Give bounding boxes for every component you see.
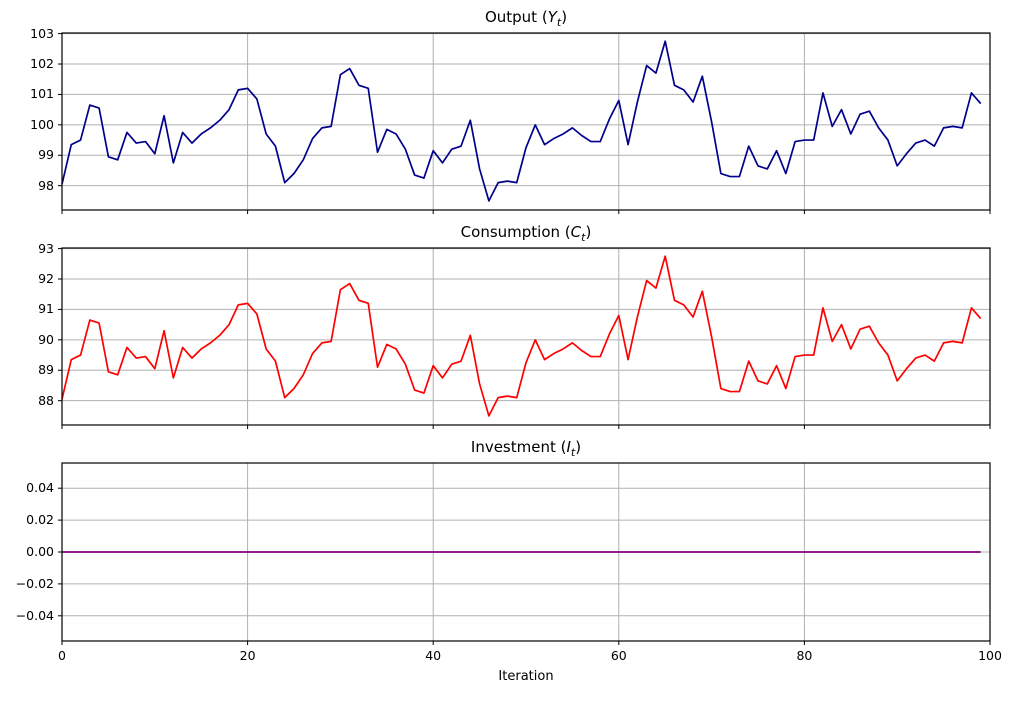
x-tick-label: 80: [796, 648, 813, 663]
title-text: Investment (: [470, 438, 567, 456]
chart-title-consumption: Consumption (Ct): [62, 223, 990, 244]
chart-title-investment: Investment (It): [62, 438, 990, 459]
x-tick-label: 60: [610, 648, 627, 663]
title-text: ): [575, 438, 582, 456]
output-y-tick-label: 102: [30, 56, 54, 72]
title-math-sub: t: [570, 446, 576, 459]
x-axis-label: Iteration: [498, 669, 554, 684]
output-axes-spines: [61, 32, 991, 211]
output-series-line: [61, 40, 982, 202]
x-tick-label: 40: [425, 648, 442, 663]
output-y-tick-label: 100: [30, 116, 54, 132]
x-tick-label: 20: [239, 648, 256, 663]
investment-tick-marks: [58, 487, 991, 645]
consumption-y-tick-label: 93: [38, 240, 54, 256]
title-text: Output (: [484, 8, 548, 26]
title-text: ): [585, 223, 592, 241]
investment-y-tick-label: 0.02: [26, 512, 54, 528]
consumption-axes-spines: [61, 247, 991, 426]
consumption-y-tick-label: 92: [38, 271, 54, 287]
title-math-sub: t: [556, 16, 562, 29]
output-y-tick-label: 99: [38, 147, 54, 163]
consumption-y-tick-label: 89: [38, 362, 54, 378]
output-y-tick-label: 101: [30, 86, 54, 102]
consumption-series-line: [61, 255, 982, 417]
title-text: ): [561, 8, 568, 26]
consumption-tick-marks: [58, 248, 991, 429]
title-math-var: I: [566, 438, 571, 456]
output-y-tick-label: 98: [38, 177, 54, 193]
output-tick-marks: [58, 33, 991, 214]
output-gridlines: [61, 33, 991, 210]
consumption-gridlines: [61, 248, 991, 425]
x-tick-label: 100: [978, 648, 1002, 663]
title-math-var: Y: [547, 8, 557, 26]
chart-title-output: Output (Yt): [62, 8, 990, 29]
consumption-y-tick-label: 91: [38, 301, 54, 317]
title-math-sub: t: [581, 231, 586, 244]
output-y-tick-label: 103: [30, 25, 54, 41]
consumption-y-tick-label: 90: [38, 331, 54, 347]
investment-y-tick-label: −0.04: [15, 607, 54, 623]
investment-y-tick-label: 0.00: [26, 544, 54, 559]
investment-y-tick-label: −0.02: [15, 575, 54, 591]
investment-y-tick-label: 0.04: [26, 480, 54, 496]
title-math-var: C: [570, 223, 582, 241]
consumption-y-tick-label: 88: [38, 392, 54, 408]
title-text: Consumption (: [460, 223, 571, 241]
x-tick-label: 0: [58, 648, 66, 663]
